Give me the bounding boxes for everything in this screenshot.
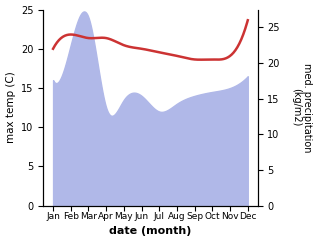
X-axis label: date (month): date (month) [109,227,192,236]
Y-axis label: med. precipitation
(kg/m2): med. precipitation (kg/m2) [291,63,313,152]
Y-axis label: max temp (C): max temp (C) [5,72,16,144]
